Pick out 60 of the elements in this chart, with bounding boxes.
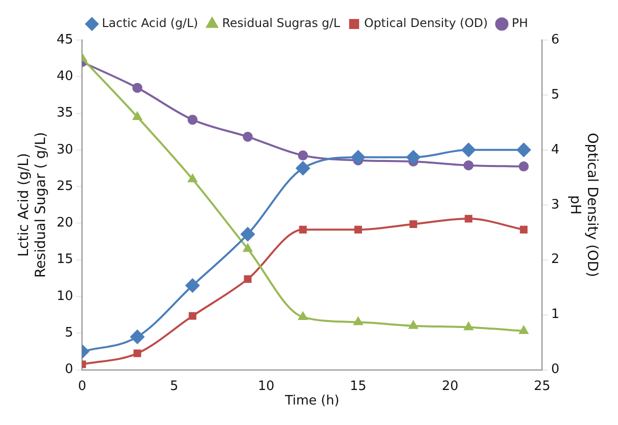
x-tick-label: 10 (258, 378, 274, 394)
y-tick-label: 20 (56, 216, 74, 231)
point (298, 150, 308, 160)
x-axis-title: Time (h) (284, 394, 340, 409)
legend-label: Lactic Acid (g/L) (102, 16, 198, 30)
x-tick-label: 5 (170, 378, 178, 394)
point (244, 275, 252, 283)
point (518, 161, 529, 172)
x-tick-label: 25 (534, 378, 550, 394)
legend-label: Optical Density (OD) (364, 16, 488, 30)
y-tick-label: 45 (56, 32, 74, 48)
y-tick-label: 0 (64, 362, 74, 378)
point (132, 112, 142, 120)
y2-tick-label: 5 (551, 87, 560, 102)
point (186, 278, 200, 293)
x-tick-label: 20 (442, 378, 458, 394)
point (406, 150, 420, 164)
point (519, 326, 528, 334)
y2-tick-label: 6 (551, 32, 560, 48)
point (410, 220, 418, 228)
point (134, 349, 142, 358)
point (240, 227, 255, 242)
y-tick-label: 10 (56, 288, 74, 304)
y2-tick-label: 4 (551, 142, 560, 158)
y-tick-label: 25 (56, 178, 74, 194)
y-tick-label: 35 (56, 106, 74, 121)
y-tick-label: 30 (56, 142, 74, 158)
x-tick-label: 15 (350, 378, 366, 394)
point (351, 150, 366, 164)
y2-tick-label: 3 (551, 197, 560, 212)
x-tick-label: 0 (78, 378, 86, 394)
legend-label: PH (512, 16, 528, 30)
legend-label: Residual Sugras g/L (222, 16, 340, 30)
point (296, 161, 310, 176)
point (354, 317, 363, 326)
point (408, 320, 418, 329)
point (464, 160, 474, 170)
y-tick-label: 15 (56, 252, 74, 268)
y2-axis-title: Optical Density (OD) pH (567, 132, 600, 278)
point (188, 312, 196, 320)
point (188, 114, 198, 125)
y-tick-label: 5 (64, 326, 74, 341)
point (243, 244, 252, 252)
point (299, 226, 307, 234)
point (464, 214, 472, 222)
point (464, 322, 473, 330)
y-axis-title: Lctic Acid (g/L) Residual Sugar ( g/L) (16, 132, 49, 278)
point (130, 330, 144, 344)
y2-tick-label: 0 (551, 362, 560, 378)
point (242, 132, 253, 142)
point (298, 312, 308, 320)
y2-tick-label: 2 (551, 252, 560, 268)
y-tick-label: 40 (56, 69, 74, 84)
point (188, 174, 198, 182)
point (462, 142, 476, 157)
point (516, 142, 531, 157)
y2-tick-label: 1 (551, 307, 560, 322)
point (132, 82, 142, 93)
point (520, 226, 528, 234)
point (354, 226, 362, 234)
